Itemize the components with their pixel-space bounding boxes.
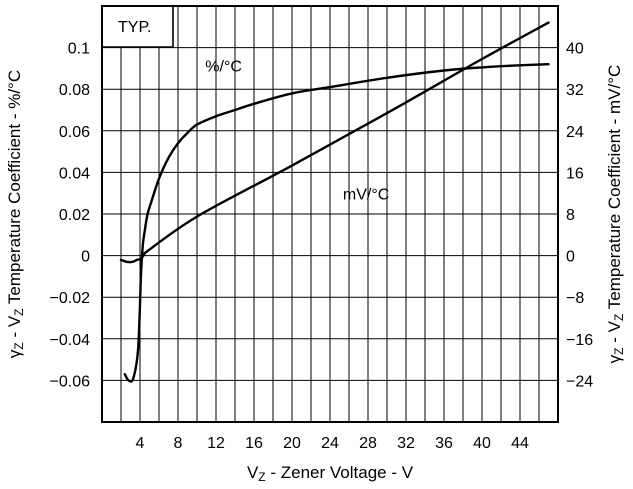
left-y-tick-label: 0.06 xyxy=(59,124,90,141)
x-tick-label: 40 xyxy=(473,435,491,452)
data-series xyxy=(119,21,550,383)
typ-annotation-box: TYP. xyxy=(103,7,174,48)
right-y-tick-label: −16 xyxy=(566,332,593,349)
typ-annotation: TYP. xyxy=(118,19,152,36)
left-y-tick-label: −0.04 xyxy=(50,332,91,349)
left-y-tick-label: 0.08 xyxy=(59,82,90,99)
x-tick-label: 36 xyxy=(435,435,453,452)
series-label: %/°C xyxy=(205,59,242,76)
x-tick-label: 12 xyxy=(207,435,225,452)
left-y-tick-label: 0.1 xyxy=(68,41,90,58)
right-y-tick-label: 16 xyxy=(566,165,584,182)
right-y-axis-label: γZ - VZ Temperature Coefficient - mV/°C xyxy=(605,65,626,364)
right-y-tick-label: −8 xyxy=(566,290,584,307)
left-y-tick-label: 0.02 xyxy=(59,207,90,224)
left-y-tick-label: −0.02 xyxy=(50,290,91,307)
left-y-tick-label: 0.04 xyxy=(59,165,90,182)
right-y-tick-label: 40 xyxy=(566,41,584,58)
x-tick-label: 20 xyxy=(283,435,301,452)
percent-per-c-curve xyxy=(123,63,550,383)
x-axis-label: VZ - Zener Voltage - V xyxy=(247,463,414,484)
x-tick-labels: 4 8 12 16 20 24 28 32 36 40 44 xyxy=(136,435,529,452)
percent-per-c-curve xyxy=(119,252,146,264)
right-y-tick-label: 8 xyxy=(566,207,575,224)
left-y-tick-label: −0.06 xyxy=(50,373,91,390)
x-tick-label: 44 xyxy=(511,435,529,452)
horizontal-gridlines xyxy=(102,47,558,381)
right-y-tick-labels: 40 32 24 16 8 0 −8 −16 −24 xyxy=(566,41,593,391)
series-labels: %/°C mV/°C xyxy=(205,59,389,204)
left-y-axis-label: γZ - VZ Temperature Coefficient - %/°C xyxy=(5,70,26,358)
x-tick-label: 4 xyxy=(136,435,145,452)
x-tick-label: 24 xyxy=(321,435,339,452)
right-y-tick-label: −24 xyxy=(566,373,593,390)
right-y-tick-label: 0 xyxy=(566,249,575,266)
x-tick-label: 28 xyxy=(359,435,377,452)
plot-frame xyxy=(101,5,559,423)
x-tick-label: 32 xyxy=(397,435,415,452)
series-label: mV/°C xyxy=(343,186,389,203)
x-tick-label: 16 xyxy=(245,435,263,452)
left-y-tick-label: 0 xyxy=(81,249,90,266)
left-y-tick-labels: 0.1 0.08 0.06 0.04 0.02 0 −0.02 −0.04 −0.06 xyxy=(50,41,91,391)
right-y-tick-label: 24 xyxy=(566,124,584,141)
x-tick-label: 8 xyxy=(174,435,183,452)
right-y-tick-label: 32 xyxy=(566,82,584,99)
mv-per-c-curve xyxy=(143,21,550,255)
